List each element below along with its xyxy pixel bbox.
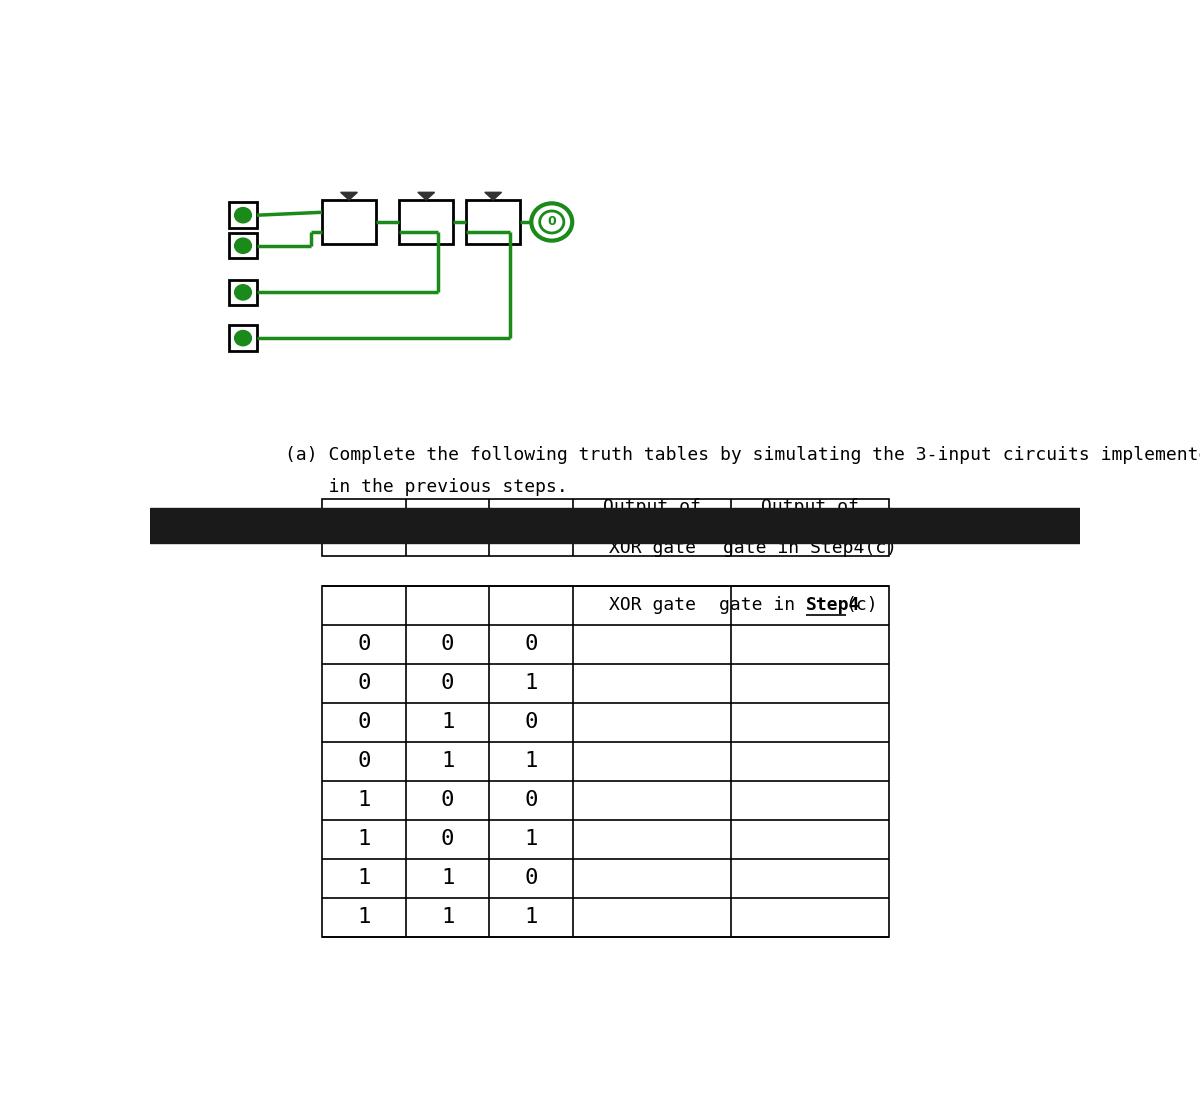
Text: Output of
3-input built-in
XOR gate: Output of 3-input built-in XOR gate	[565, 498, 739, 557]
Text: Step4: Step4	[805, 596, 860, 614]
Circle shape	[235, 285, 251, 299]
Text: 0: 0	[358, 751, 371, 771]
Text: 0: 0	[524, 634, 538, 654]
Circle shape	[532, 204, 572, 241]
Bar	[229, 203, 257, 228]
Bar	[400, 200, 454, 244]
Text: Input3: Input3	[499, 519, 564, 536]
Text: 0: 0	[440, 829, 455, 849]
Circle shape	[235, 208, 251, 222]
Polygon shape	[341, 193, 358, 200]
Text: 0: 0	[547, 216, 556, 229]
Text: 1: 1	[524, 751, 538, 771]
Text: 1: 1	[524, 907, 538, 927]
Bar	[229, 280, 257, 305]
Text: 1: 1	[440, 907, 455, 927]
Bar	[467, 200, 520, 244]
Text: 0: 0	[440, 791, 455, 810]
Text: (c): (c)	[846, 596, 878, 614]
Text: 1: 1	[358, 869, 371, 889]
Text: 1: 1	[524, 829, 538, 849]
Text: 0: 0	[440, 634, 455, 654]
Text: 1: 1	[358, 791, 371, 810]
Text: gate in: gate in	[719, 596, 805, 614]
Text: 0: 0	[524, 791, 538, 810]
Text: in the previous steps.: in the previous steps.	[284, 478, 568, 497]
Text: 0: 0	[358, 673, 371, 694]
Text: Output of
3-input XOR
gate in Step4(c): Output of 3-input XOR gate in Step4(c)	[724, 498, 898, 557]
Bar	[322, 586, 889, 937]
Circle shape	[235, 330, 251, 346]
Text: XOR gate: XOR gate	[608, 596, 696, 614]
Text: 0: 0	[524, 869, 538, 889]
Text: 1: 1	[440, 751, 455, 771]
Bar	[229, 233, 257, 259]
Text: 0: 0	[358, 634, 371, 654]
Text: 1: 1	[524, 673, 538, 694]
Text: 1: 1	[358, 907, 371, 927]
Bar	[229, 326, 257, 351]
Text: 0: 0	[524, 712, 538, 732]
Text: 0: 0	[358, 712, 371, 732]
Bar	[150, 508, 1080, 543]
Bar	[322, 499, 889, 556]
Text: 1: 1	[440, 712, 455, 732]
Text: (a) Complete the following truth tables by simulating the 3-input circuits imple: (a) Complete the following truth tables …	[284, 446, 1200, 464]
Text: 1: 1	[358, 829, 371, 849]
Text: Input1: Input1	[331, 519, 396, 536]
Text: 0: 0	[440, 673, 455, 694]
Circle shape	[235, 238, 251, 253]
Text: 1: 1	[440, 869, 455, 889]
Polygon shape	[485, 193, 502, 200]
Polygon shape	[418, 193, 434, 200]
Bar	[322, 200, 376, 244]
Text: Input2: Input2	[415, 519, 480, 536]
Circle shape	[540, 211, 564, 233]
